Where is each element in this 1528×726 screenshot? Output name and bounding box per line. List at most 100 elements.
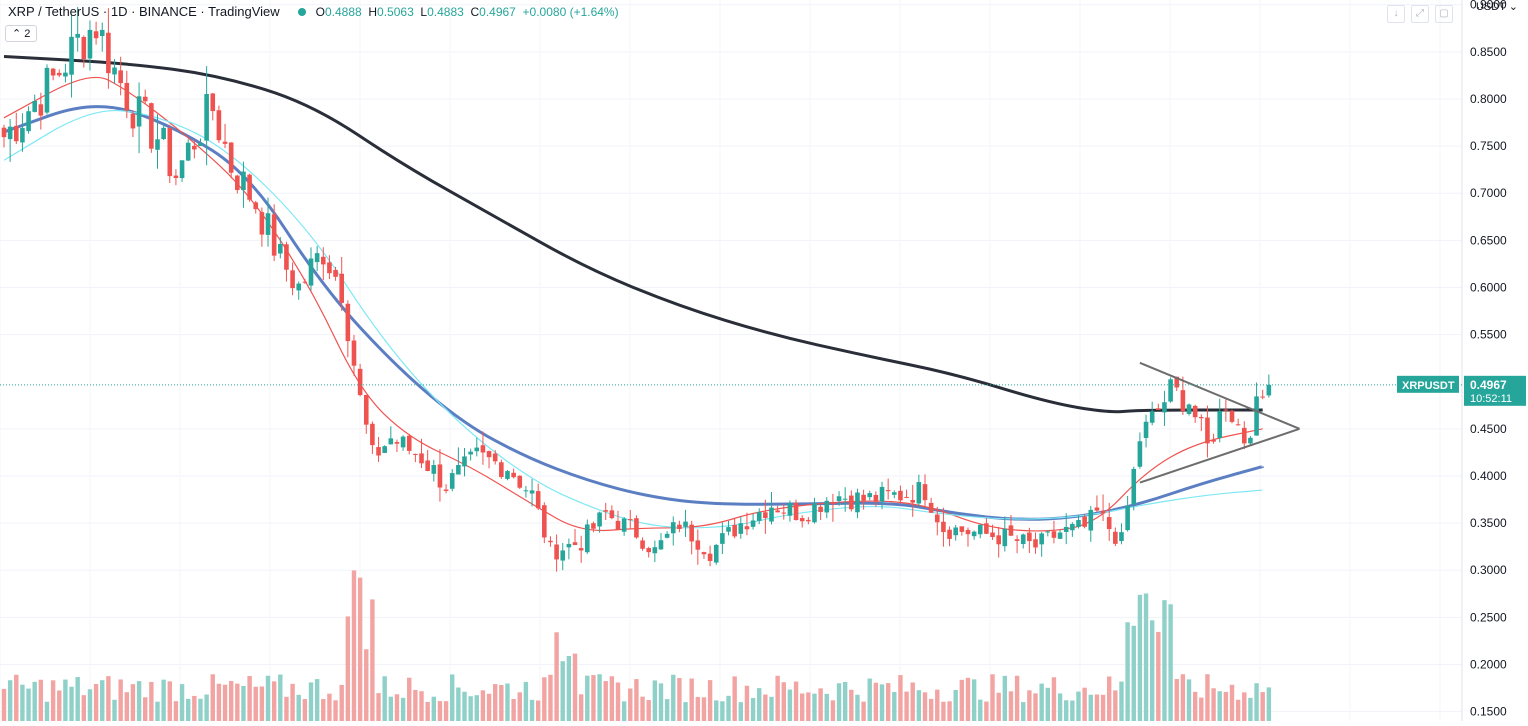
candle xyxy=(1,124,7,148)
candle-body xyxy=(44,67,50,113)
candle-body xyxy=(290,270,295,289)
volume-bar xyxy=(965,677,971,721)
candle-body xyxy=(591,523,596,529)
volume-bar xyxy=(849,689,854,721)
candle xyxy=(1260,389,1265,400)
candle xyxy=(253,200,259,214)
candle-body xyxy=(1100,510,1106,514)
candle-body xyxy=(922,484,928,501)
candle xyxy=(241,161,246,208)
volume-bar xyxy=(81,695,87,721)
candle-body xyxy=(898,490,903,501)
candle-body xyxy=(738,523,744,534)
volume-bar xyxy=(351,570,357,721)
candle xyxy=(1266,374,1272,398)
indicator-count: 2 xyxy=(24,28,31,40)
volume-bar xyxy=(535,700,541,721)
volume-bar xyxy=(769,696,774,721)
volume-bar xyxy=(1045,687,1050,721)
candle-body xyxy=(363,394,369,425)
candle xyxy=(842,487,848,512)
candle xyxy=(1033,532,1038,554)
currency-selector[interactable]: USDT ⌄ xyxy=(1475,1,1518,13)
candle-body xyxy=(400,436,406,448)
y-tick-label: 0.2500 xyxy=(1470,610,1507,624)
candle-body xyxy=(38,104,44,116)
candle xyxy=(1168,377,1173,403)
volume-bar xyxy=(1248,697,1253,721)
volume-bar xyxy=(750,697,756,721)
volume-bar xyxy=(517,692,522,721)
candle xyxy=(738,516,744,539)
candle xyxy=(382,445,387,454)
candle xyxy=(861,489,866,510)
symbol-title[interactable]: XRP / TetherUS · 1D · BINANCE · TradingV… xyxy=(8,4,280,19)
volume-bar xyxy=(879,684,885,721)
candle-body xyxy=(523,490,529,492)
candle xyxy=(1076,514,1081,529)
volume-bar xyxy=(621,701,627,721)
volume-bar xyxy=(935,689,940,721)
volume-bar xyxy=(554,632,559,721)
candle xyxy=(44,64,50,115)
volume-bar xyxy=(640,696,645,721)
candle xyxy=(167,124,173,183)
candle xyxy=(327,255,332,280)
candle xyxy=(627,509,633,529)
volume-bar xyxy=(339,684,344,721)
candle-body xyxy=(1217,411,1223,439)
volume-bar xyxy=(548,674,553,721)
candle-body xyxy=(271,214,277,256)
candle-body xyxy=(370,423,375,446)
candle xyxy=(511,468,516,479)
y-tick-label: 0.7500 xyxy=(1470,139,1507,153)
candle-body xyxy=(1082,516,1087,527)
volume-bar xyxy=(1057,693,1063,721)
volume-bar xyxy=(106,676,111,721)
volume-bar xyxy=(63,679,68,721)
candle-body xyxy=(1199,417,1204,419)
y-tick-label: 0.1500 xyxy=(1470,705,1507,719)
indicators-toggle-button[interactable]: ⌃ 2 xyxy=(5,25,38,42)
candle xyxy=(406,433,412,455)
arrow-down-icon[interactable]: ↓ xyxy=(1387,5,1405,23)
candle-body xyxy=(609,510,615,519)
candle-body xyxy=(1051,531,1057,538)
square-icon[interactable]: ▢ xyxy=(1435,5,1453,23)
candle xyxy=(437,449,443,502)
candle xyxy=(922,474,928,507)
expand-icon[interactable]: ⤢ xyxy=(1411,5,1429,23)
volume-bar xyxy=(701,697,707,721)
candle-body xyxy=(1168,379,1173,402)
candle xyxy=(750,513,756,530)
candle-body xyxy=(855,492,860,513)
volume-bar xyxy=(278,674,283,721)
candle xyxy=(904,489,909,499)
candle xyxy=(56,69,62,78)
candle xyxy=(1199,414,1204,432)
volume-bar xyxy=(314,679,320,721)
candle xyxy=(1008,514,1014,537)
candle xyxy=(787,500,793,522)
candle-body xyxy=(535,491,541,509)
candle xyxy=(32,94,37,113)
volume-bar xyxy=(609,676,615,721)
candle-body xyxy=(529,490,535,494)
candle xyxy=(69,15,74,98)
volume-bar xyxy=(628,688,633,721)
candle xyxy=(984,518,989,535)
candle-body xyxy=(1119,532,1124,541)
ma-line-long xyxy=(3,55,1263,414)
candle-body xyxy=(511,472,516,478)
volume-bar xyxy=(1088,694,1093,721)
volume-bar xyxy=(664,699,670,721)
candle-body xyxy=(63,72,68,77)
candle-body xyxy=(1211,439,1216,442)
candle xyxy=(259,207,265,247)
volume-bar xyxy=(321,699,326,721)
candle-body xyxy=(1180,390,1186,412)
volume-bar xyxy=(1,688,7,721)
candle-body xyxy=(787,503,793,516)
